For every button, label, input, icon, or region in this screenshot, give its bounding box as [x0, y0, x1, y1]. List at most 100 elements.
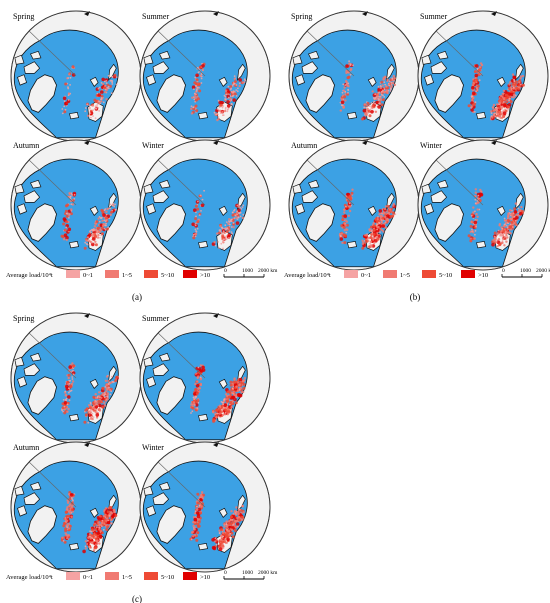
legend-title: Average load/10⁴t — [6, 272, 53, 279]
arctic-island — [292, 54, 303, 65]
legend-class-label: 5~10 — [439, 272, 452, 279]
season-label: Spring — [13, 12, 34, 21]
arctic-island — [295, 74, 306, 86]
arctic-map-spring: Spring — [10, 312, 142, 444]
meridian-line — [157, 461, 206, 508]
novaya-zemlya — [515, 192, 524, 210]
scalebar: 0 1000 2000 km — [223, 570, 278, 580]
arctic-island — [14, 183, 25, 194]
legend-class-label: >10 — [478, 272, 488, 279]
arctic-island — [143, 183, 154, 194]
arctic-island — [14, 54, 25, 65]
shipping-load-points — [467, 188, 525, 248]
meridian-line — [28, 332, 77, 379]
greenland — [156, 74, 186, 113]
arctic-island — [30, 352, 42, 362]
season-label: Winter — [142, 443, 164, 452]
legend-swatch — [344, 270, 358, 278]
season-label: Summer — [142, 12, 169, 21]
arctic-island — [143, 485, 154, 496]
arctic-island — [159, 50, 171, 60]
meridian-line — [157, 159, 206, 206]
arctic-island — [292, 183, 303, 194]
svalbard — [367, 76, 377, 87]
legend-swatch — [144, 270, 158, 278]
season-label: Summer — [420, 12, 447, 21]
novaya-zemlya — [237, 63, 246, 81]
arctic-island — [152, 492, 170, 505]
scalebar: 0 1000 2000 km — [223, 268, 278, 278]
arctic-map-winter: Winter — [417, 139, 549, 271]
shipping-load-points — [189, 491, 245, 551]
svalbard — [89, 205, 99, 216]
season-label: Autumn — [291, 141, 317, 150]
panel-label: (a) — [132, 292, 142, 302]
legend-swatch — [144, 572, 158, 580]
arctic-island — [430, 190, 448, 203]
arctic-island — [437, 50, 449, 60]
meridian-line — [28, 461, 77, 508]
meridian-line — [157, 332, 206, 379]
arctic-map-spring: Spring — [288, 10, 420, 142]
arctic-map-autumn: Autumn — [10, 441, 142, 573]
greenland — [27, 203, 57, 242]
season-label: Winter — [142, 141, 164, 150]
greenland — [27, 505, 57, 544]
season-label: Summer — [142, 314, 169, 323]
legend-class-label: 5~10 — [161, 574, 174, 581]
arctic-island — [146, 203, 157, 215]
legend: Average load/10⁴t 0~1 1~5 5~10 >10 0 1000 2000 … — [6, 570, 278, 581]
scalebar-label: 2000 km — [258, 268, 278, 274]
arctic-island — [295, 203, 306, 215]
arctic-island — [159, 352, 171, 362]
legend-title: Average load/10⁴t — [6, 574, 53, 581]
scalebar-label: 0 — [502, 268, 505, 274]
legend-swatch — [183, 270, 197, 278]
shipping-load-points — [61, 362, 119, 424]
shipping-load-points — [467, 62, 525, 121]
meridian-line — [435, 159, 484, 206]
panel-label: (b) — [410, 292, 421, 302]
arctic-island — [30, 481, 42, 491]
arctic-island — [437, 179, 449, 189]
scalebar-label: 0 — [224, 570, 227, 576]
legend: Average load/10⁴t 0~1 1~5 5~10 >10 0 1000 2000 … — [284, 268, 550, 279]
meridian-line — [28, 30, 77, 77]
arctic-island — [30, 179, 42, 189]
greenland — [156, 203, 186, 242]
scalebar-label: 2000 km — [536, 268, 550, 274]
svalbard — [218, 507, 228, 518]
greenland — [156, 376, 186, 415]
arctic-island — [424, 203, 435, 215]
svalbard — [89, 507, 99, 518]
arctic-map-summer: Summer — [417, 10, 549, 142]
arctic-map-winter: Winter — [139, 139, 271, 271]
arctic-island — [143, 54, 154, 65]
legend-class-label: 1~5 — [122, 574, 132, 581]
iceland — [347, 112, 358, 120]
iceland — [198, 241, 209, 249]
shipping-load-points — [338, 188, 397, 250]
arctic-island — [430, 61, 448, 74]
shipping-load-points — [61, 65, 118, 120]
iceland — [69, 543, 80, 551]
svalbard — [218, 205, 228, 216]
season-label: Autumn — [13, 141, 39, 150]
arctic-island — [23, 61, 41, 74]
arctic-island — [421, 54, 432, 65]
legend-swatch — [105, 572, 119, 580]
meridian-line — [157, 30, 206, 77]
arctic-island — [23, 190, 41, 203]
legend-class-label: 1~5 — [400, 272, 410, 279]
arctic-island — [152, 190, 170, 203]
shipping-load-points — [191, 189, 245, 250]
season-label: Winter — [420, 141, 442, 150]
meridian-line — [306, 159, 355, 206]
svalbard — [496, 76, 506, 87]
arctic-island — [424, 74, 435, 86]
arctic-island — [146, 376, 157, 388]
greenland — [156, 505, 186, 544]
arctic-island — [17, 376, 28, 388]
novaya-zemlya — [386, 63, 395, 81]
